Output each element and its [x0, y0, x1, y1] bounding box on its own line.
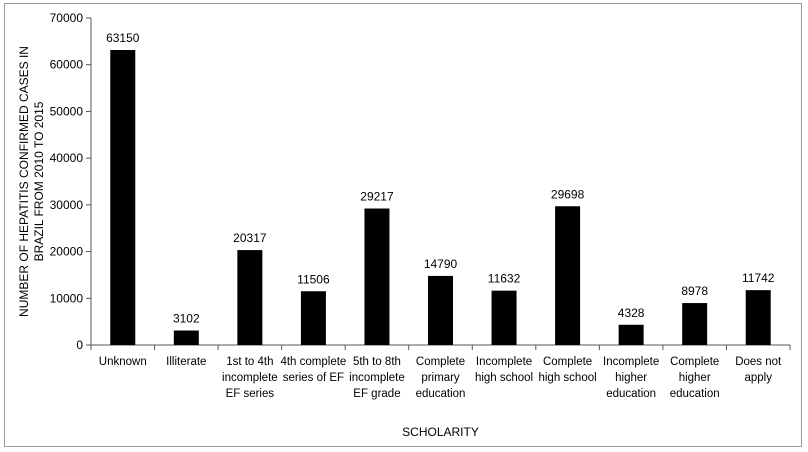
- category-label: Does not apply: [735, 356, 782, 384]
- bar: [618, 324, 644, 345]
- data-label: 3102: [173, 312, 200, 326]
- category-label: Illiterate: [166, 356, 206, 368]
- data-label: 14790: [424, 257, 458, 271]
- y-tick-label: 0: [76, 338, 83, 352]
- data-label: 4328: [618, 306, 645, 320]
- bar: [364, 208, 390, 345]
- data-label: 8978: [681, 284, 708, 298]
- category-label: Incomplete high school: [475, 356, 533, 384]
- y-tick-label: 10000: [50, 291, 84, 305]
- bar: [237, 250, 263, 345]
- category-labels: Unknown Illiterate 1st to 4th incomplete EF …: [99, 356, 782, 400]
- x-axis: [90, 344, 791, 350]
- category-label: Complete higher education: [670, 356, 720, 400]
- data-label: 29217: [360, 190, 394, 204]
- bar: [110, 49, 136, 345]
- y-axis-title: NUMBER OF HEPATITIS CONFIRMED CASES INBR…: [17, 46, 46, 317]
- bar: [173, 330, 199, 345]
- data-label: 20317: [233, 231, 267, 245]
- bar: [682, 303, 708, 345]
- y-tick-label: 40000: [50, 151, 84, 165]
- y-axis: 0 10000 20000 30000 40000 50000 60000 70000: [50, 11, 92, 352]
- data-label: 11506: [297, 272, 330, 286]
- bar: [555, 206, 581, 345]
- data-label: 11632: [488, 272, 521, 286]
- bar: [428, 275, 453, 345]
- category-label: 4th complete series of EF: [280, 356, 346, 384]
- data-label: 11742: [742, 271, 775, 285]
- bar: [745, 290, 771, 345]
- category-label: Unknown: [99, 356, 147, 368]
- y-tick-label: 70000: [50, 11, 84, 25]
- category-label: 5th to 8th incomplete EF grade: [349, 356, 405, 400]
- data-label: 63150: [106, 31, 140, 45]
- y-tick-label: 60000: [50, 58, 84, 72]
- chart-frame: [4, 3, 802, 447]
- y-tick-label: 50000: [50, 104, 84, 118]
- data-labels: 63150 3102 20317 11506 29217 14790 11632 29698 4…: [106, 31, 775, 326]
- y-tick-label: 30000: [50, 198, 84, 212]
- category-label: 1st to 4th incomplete EF series: [222, 356, 278, 400]
- category-label: Complete high school: [538, 356, 596, 384]
- category-label: Complete primary education: [416, 356, 466, 400]
- data-label: 29698: [551, 187, 585, 201]
- bar: [300, 291, 326, 345]
- y-tick-label: 20000: [50, 245, 84, 259]
- bars: [110, 49, 771, 345]
- bar: [491, 290, 517, 345]
- x-axis-title: SCHOLARITY: [402, 425, 479, 439]
- category-label: Incomplete higher education: [603, 356, 659, 400]
